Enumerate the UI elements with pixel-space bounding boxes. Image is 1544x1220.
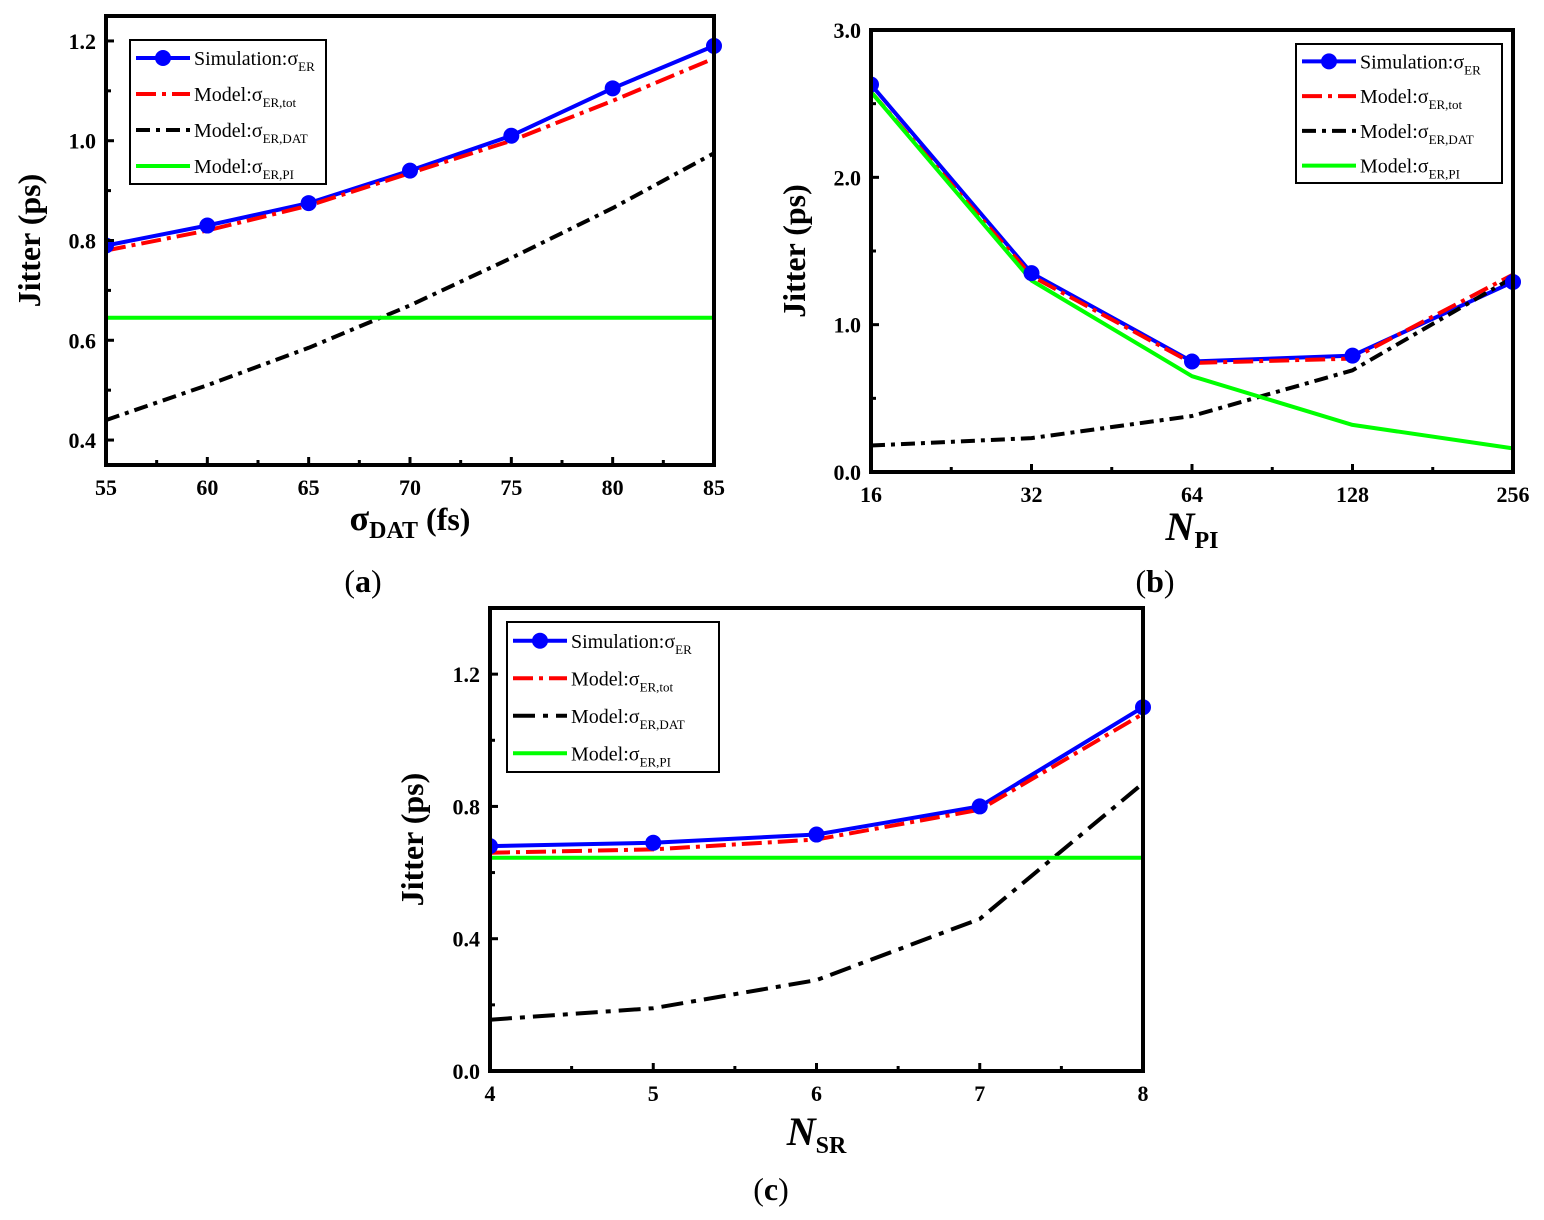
x-tick-label: 80 bbox=[602, 475, 624, 500]
y-tick-label: 1.2 bbox=[69, 29, 97, 54]
legend-marker bbox=[532, 632, 548, 649]
legend: Simulation:σER Model:σER,tot Model:σER,DAT… bbox=[506, 621, 720, 773]
legend-label: Model:σER,PI bbox=[1360, 156, 1460, 182]
data-point bbox=[645, 834, 662, 851]
x-tick-label: 32 bbox=[1021, 482, 1043, 507]
legend-label: Model:σER,DAT bbox=[1360, 121, 1474, 147]
panel-label: (c) bbox=[753, 1171, 789, 1207]
data-point bbox=[1184, 353, 1200, 370]
y-tick-label: 0.0 bbox=[453, 1059, 481, 1084]
panel-label: (a) bbox=[344, 563, 381, 599]
y-tick-label: 1.0 bbox=[69, 129, 97, 154]
y-tick-label: 3.0 bbox=[834, 18, 862, 43]
data-point bbox=[1344, 347, 1361, 364]
legend-label: Model:σER,tot bbox=[571, 668, 674, 694]
y-axis-label: Jitter (ps) bbox=[394, 773, 430, 907]
data-point bbox=[503, 127, 520, 144]
x-tick-label: 6 bbox=[811, 1081, 822, 1106]
legend-label: Model:σER,DAT bbox=[571, 706, 685, 732]
y-tick-label: 2.0 bbox=[834, 165, 862, 190]
legend: Simulation:σER Model:σER,tot Model:σER,DAT… bbox=[1295, 43, 1503, 184]
x-tick-label: 8 bbox=[1138, 1081, 1149, 1106]
x-axis-label: NPI bbox=[1165, 504, 1219, 554]
x-axis-label: σDAT (fs) bbox=[350, 498, 471, 544]
legend-marker bbox=[1321, 53, 1337, 70]
chart-panel-c: 4 5 6 7 8 0.0 0.4 0.8 1.2 Jitter (ps) NSR Simulatio… bbox=[394, 606, 1151, 1207]
chart-panel-a: 55 60 65 70 75 80 85 0.4 0.6 0.8 1.0 1.2 Jitter (ps)… bbox=[11, 14, 725, 599]
x-tick-label: 128 bbox=[1336, 482, 1369, 507]
x-tick-label: 55 bbox=[95, 475, 117, 500]
x-tick-label: 75 bbox=[500, 475, 522, 500]
legend-label: Model:σER,tot bbox=[194, 84, 297, 110]
y-tick-label: 1.2 bbox=[453, 662, 481, 687]
x-tick-label: 64 bbox=[1181, 482, 1203, 507]
legend-label: Model:σER,PI bbox=[571, 743, 671, 769]
x-tick-label: 16 bbox=[860, 482, 882, 507]
data-point bbox=[604, 80, 621, 97]
data-point bbox=[300, 195, 317, 212]
x-tick-label: 5 bbox=[648, 1081, 659, 1106]
series-line-er-pi bbox=[871, 90, 1514, 451]
panel-label: (b) bbox=[1135, 563, 1174, 599]
y-axis-label: Jitter (ps) bbox=[776, 184, 812, 318]
x-tick-label: 256 bbox=[1497, 482, 1530, 507]
x-tick-label: 60 bbox=[196, 475, 218, 500]
data-point bbox=[1023, 265, 1040, 282]
y-tick-label: 0.8 bbox=[69, 229, 97, 254]
y-axis-label: Jitter (ps) bbox=[11, 174, 47, 308]
legend-marker bbox=[155, 50, 171, 66]
legend: Simulation:σER Model:σER,tot Model:σER,DAT… bbox=[129, 39, 327, 185]
x-axis-label: NSR bbox=[786, 1109, 847, 1159]
legend-label: Model:σER,tot bbox=[1360, 86, 1463, 112]
y-tick-label: 0.0 bbox=[834, 460, 862, 485]
legend-label: Simulation:σER bbox=[194, 48, 315, 74]
x-tick-label: 4 bbox=[485, 1081, 496, 1106]
data-point bbox=[199, 217, 216, 234]
chart-panel-b: 16 32 64 128 256 0.0 1.0 2.0 3.0 Jitter (ps) NPI Si… bbox=[776, 18, 1530, 599]
x-tick-label: 70 bbox=[399, 475, 421, 500]
data-point bbox=[402, 162, 418, 179]
legend-label: Simulation:σER bbox=[571, 631, 692, 657]
series-line-er-dat bbox=[871, 275, 1515, 448]
x-tick-label: 85 bbox=[703, 475, 725, 500]
y-tick-label: 0.8 bbox=[453, 794, 481, 819]
series-line-er-dat bbox=[490, 781, 1145, 1022]
legend-label: Model:σER,PI bbox=[194, 156, 294, 182]
legend-label: Simulation:σER bbox=[1360, 51, 1481, 77]
x-tick-label: 7 bbox=[974, 1081, 985, 1106]
data-point bbox=[808, 826, 825, 843]
y-tick-label: 0.4 bbox=[453, 927, 481, 952]
legend-label: Model:σER,DAT bbox=[194, 120, 308, 146]
y-tick-label: 0.4 bbox=[69, 428, 97, 453]
x-tick-label: 65 bbox=[298, 475, 320, 500]
data-point bbox=[971, 798, 988, 815]
y-tick-label: 0.6 bbox=[69, 328, 97, 353]
y-tick-label: 1.0 bbox=[834, 313, 862, 338]
series-line-er-dat bbox=[106, 151, 715, 422]
